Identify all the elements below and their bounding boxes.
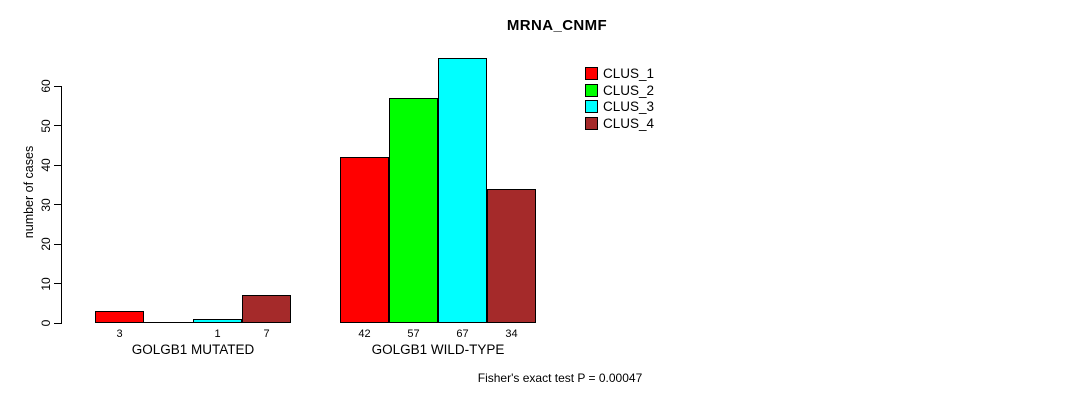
bar-value-label: 67 xyxy=(456,328,469,340)
y-tick-label: 20 xyxy=(39,237,53,251)
bar-value-label: 34 xyxy=(505,328,518,340)
bar-value-label: 3 xyxy=(116,328,123,340)
legend-label: CLUS_2 xyxy=(603,82,655,98)
y-tick-label: 10 xyxy=(39,276,53,291)
y-tick-label: 40 xyxy=(39,158,53,172)
bar-value-label: 7 xyxy=(263,328,270,340)
legend-item: CLUS_1 xyxy=(585,66,654,81)
y-tick-mark xyxy=(54,243,62,245)
bar-value-label: 57 xyxy=(407,328,420,340)
bar-clus_2-group2 xyxy=(389,97,438,323)
y-tick-mark xyxy=(54,164,62,166)
y-axis-label: number of cases xyxy=(22,145,36,239)
legend-label: CLUS_1 xyxy=(603,66,655,81)
fisher-test-annotation: Fisher's exact test P = 0.00047 xyxy=(477,371,643,385)
y-tick-mark xyxy=(54,322,62,324)
legend-label: CLUS_3 xyxy=(603,99,655,114)
legend-swatch-clus_3 xyxy=(585,100,598,113)
y-tick-label: 0 xyxy=(39,319,53,327)
bar-clus_1-group2 xyxy=(340,157,389,323)
category-label: GOLGB1 WILD-TYPE xyxy=(371,342,505,357)
y-axis-line xyxy=(61,86,62,324)
legend-item: CLUS_2 xyxy=(585,83,654,98)
bar-clus_2-group1-zero xyxy=(144,322,193,323)
y-tick-label: 60 xyxy=(39,79,53,93)
legend-swatch-clus_1 xyxy=(585,67,598,80)
bar-clus_4-group1 xyxy=(242,295,291,323)
y-tick-label: 50 xyxy=(39,118,53,133)
bar-value-label: 42 xyxy=(358,328,371,340)
legend-item: CLUS_4 xyxy=(585,116,654,131)
y-tick-mark xyxy=(54,85,62,87)
legend-label: CLUS_4 xyxy=(603,115,655,131)
legend: CLUS_1 CLUS_2 CLUS_3 CLUS_4 xyxy=(585,66,654,131)
bar-clus_1-group1 xyxy=(95,311,144,323)
y-tick-mark xyxy=(54,283,62,284)
y-tick-mark xyxy=(54,204,62,205)
category-label: GOLGB1 MUTATED xyxy=(131,342,255,357)
bar-clus_4-group2 xyxy=(487,188,536,323)
y-tick-mark xyxy=(54,125,62,126)
legend-swatch-clus_4 xyxy=(585,116,598,130)
bar-clus_3-group1 xyxy=(193,319,242,323)
chart-title: MRNA_CNMF xyxy=(506,17,608,34)
bar-value-label: 1 xyxy=(214,328,221,340)
bar-clus_3-group2 xyxy=(438,58,487,323)
y-tick-label: 30 xyxy=(39,197,53,212)
legend-item: CLUS_3 xyxy=(585,99,654,114)
legend-swatch-clus_2 xyxy=(585,83,598,97)
